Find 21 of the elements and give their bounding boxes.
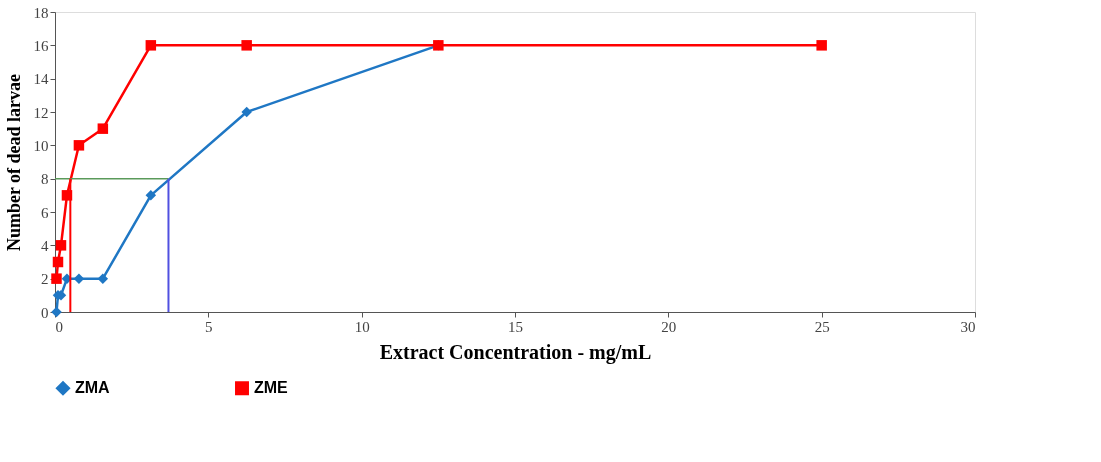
y-tick-label: 8: [41, 171, 49, 188]
y-axis-title: Number of dead larvae: [3, 73, 24, 252]
x-axis-title: Extract Concentration - mg/mL: [379, 340, 652, 364]
y-tick-label: 14: [33, 71, 49, 88]
x-tick-label: 30: [960, 318, 976, 335]
legend-label: ZME: [254, 379, 289, 397]
y-tick-label: 2: [41, 271, 49, 288]
y-tick-label: 4: [41, 237, 49, 254]
x-tick-label: 10: [354, 318, 370, 335]
y-tick-label: 6: [41, 204, 49, 221]
x-tick-label: 25: [814, 318, 830, 335]
y-tick-label: 10: [33, 137, 49, 154]
x-tick-label: 0: [55, 318, 63, 335]
legend-label: ZMA: [75, 379, 111, 397]
x-tick-label: 20: [661, 318, 677, 335]
y-tick-label: 12: [33, 104, 49, 121]
y-tick-label: 18: [33, 4, 49, 21]
y-tick-label: 0: [41, 304, 49, 321]
x-tick-label: 15: [508, 318, 523, 335]
y-tick-label: 16: [33, 37, 49, 54]
x-tick-label: 5: [205, 318, 213, 335]
